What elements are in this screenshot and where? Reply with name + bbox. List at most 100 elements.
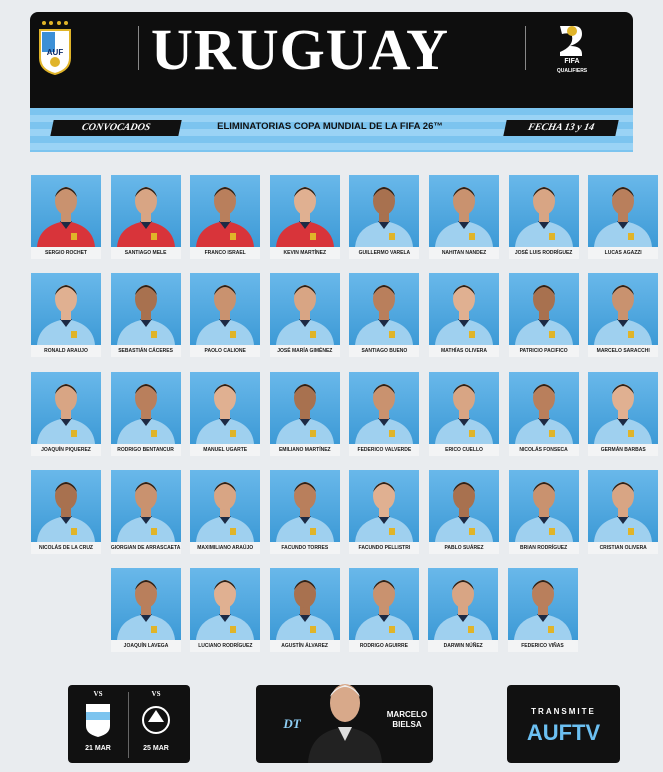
player-figure bbox=[37, 187, 95, 247]
player-card: RODRIGO AGUIRRE bbox=[348, 568, 419, 653]
player-name: MATHÍAS OLIVERA bbox=[429, 345, 499, 358]
player-figure bbox=[355, 481, 414, 542]
player-name: SANTIAGO MELE bbox=[110, 247, 181, 259]
player-photo bbox=[111, 568, 181, 641]
player-figure bbox=[355, 187, 414, 247]
badge-label: FIFA bbox=[564, 58, 580, 65]
broadcast-label: TRANSMITE bbox=[531, 707, 596, 716]
badge-subtitle: QUALIFIERS bbox=[556, 68, 588, 74]
separator bbox=[525, 26, 526, 70]
player-name: SANTIAGO BUENO bbox=[349, 345, 420, 358]
player-figure bbox=[116, 285, 175, 346]
player-figure bbox=[594, 285, 653, 346]
player-figure bbox=[435, 383, 493, 444]
fixture-vs: VS bbox=[93, 690, 103, 698]
player-card: BRIAN RODRÍGUEZ bbox=[508, 469, 579, 554]
player-photo bbox=[508, 469, 579, 542]
player-card: PABLO SUÁREZ bbox=[429, 469, 499, 554]
player-name: GIORGIAN DE ARRASCAETA bbox=[110, 541, 181, 554]
qualifiers-badge bbox=[560, 26, 582, 56]
player-card: AGUSTÍN ÁLVAREZ bbox=[269, 568, 340, 653]
player-photo bbox=[588, 371, 659, 444]
player-photo bbox=[507, 568, 578, 641]
player-name: FEDERICO VALVERDE bbox=[349, 443, 420, 456]
player-card: FEDERICO VALVERDE bbox=[349, 371, 420, 456]
player-photo bbox=[31, 469, 101, 542]
player-name: RODRIGO BENTANCUR bbox=[110, 443, 181, 456]
player-card: MAXIMILIANO ARAÚJO bbox=[190, 469, 261, 554]
header bbox=[30, 12, 633, 108]
player-name: PATRICIO PACIFICO bbox=[508, 345, 579, 358]
broadcast-channel: AUFTV bbox=[526, 720, 601, 745]
player-photo bbox=[31, 273, 101, 346]
player-photo bbox=[110, 371, 181, 444]
player-name: FEDERICO VIÑAS bbox=[507, 640, 578, 653]
player-figure bbox=[196, 580, 255, 641]
player-figure bbox=[275, 481, 334, 542]
player-card: SERGIO ROCHET bbox=[31, 175, 101, 259]
player-figure bbox=[514, 285, 573, 346]
player-name: EMILIANO MARTÍNEZ bbox=[269, 443, 340, 456]
player-figure bbox=[196, 187, 255, 247]
player-name: AGUSTÍN ÁLVAREZ bbox=[269, 640, 340, 653]
player-name: GUILLERMO VARELA bbox=[349, 247, 420, 259]
player-name: NICOLÁS DE LA CRUZ bbox=[31, 541, 101, 554]
player-name: FRANCO ISRAEL bbox=[190, 247, 261, 259]
player-photo bbox=[190, 371, 261, 444]
player-figure bbox=[513, 580, 572, 641]
player-card: FACUNDO PELLISTRI bbox=[349, 469, 420, 554]
player-name: JOAQUÍN LAVEGA bbox=[111, 640, 181, 653]
player-card: GUILLERMO VARELA bbox=[349, 175, 420, 259]
player-photo bbox=[429, 175, 499, 247]
player-photo bbox=[588, 273, 659, 346]
player-photo bbox=[349, 469, 420, 542]
player-figure bbox=[594, 383, 653, 444]
player-name: GERMÁN BARBAS bbox=[588, 443, 659, 456]
player-photo bbox=[429, 273, 499, 346]
player-photo bbox=[190, 568, 261, 641]
broadcast-box bbox=[507, 685, 620, 763]
player-card: GERMÁN BARBAS bbox=[588, 371, 659, 456]
player-card: LUCAS AGAZZI bbox=[588, 175, 659, 259]
player-card: MANUEL UGARTE bbox=[190, 371, 261, 456]
player-name: LUCAS AGAZZI bbox=[588, 247, 659, 259]
player-card: DARWIN NÚÑEZ bbox=[428, 568, 499, 653]
player-figure bbox=[435, 285, 493, 346]
player-card: JOSÉ MARÍA GIMÉNEZ bbox=[269, 273, 340, 358]
player-photo bbox=[269, 175, 340, 247]
player-figure bbox=[275, 383, 334, 444]
player-name: MARCELO SARACCHI bbox=[588, 345, 659, 358]
player-figure bbox=[37, 383, 95, 444]
player-photo bbox=[190, 175, 261, 247]
crest bbox=[39, 21, 71, 76]
player-figure bbox=[514, 383, 573, 444]
player-figure bbox=[514, 187, 573, 247]
player-name: SERGIO ROCHET bbox=[31, 247, 101, 259]
player-photo bbox=[349, 371, 420, 444]
player-photo bbox=[269, 273, 340, 346]
player-name: JOAQUÍN PIQUEREZ bbox=[31, 443, 101, 456]
coach-name: MARCELO BIELSA bbox=[386, 710, 428, 729]
player-photo bbox=[429, 371, 499, 444]
fixture-date: 21 MAR bbox=[85, 745, 111, 752]
player-card: PATRICIO PACIFICO bbox=[508, 273, 579, 358]
player-photo bbox=[508, 175, 579, 247]
player-card: MATHÍAS OLIVERA bbox=[429, 273, 499, 358]
player-name: MAXIMILIANO ARAÚJO bbox=[190, 541, 261, 554]
player-photo bbox=[588, 469, 659, 542]
player-name: RODRIGO AGUIRRE bbox=[348, 640, 419, 653]
player-card: NICOLÁS DE LA CRUZ bbox=[31, 469, 101, 554]
player-figure bbox=[355, 383, 414, 444]
crest-label: AUF bbox=[46, 48, 64, 57]
coach-role: DT bbox=[283, 716, 301, 731]
player-photo bbox=[349, 273, 420, 346]
player-card: LUCIANO RODRÍGUEZ bbox=[190, 568, 261, 653]
fixture-vs: VS bbox=[151, 690, 161, 698]
player-name: FACUNDO TORRES bbox=[269, 541, 340, 554]
player-figure bbox=[116, 187, 175, 247]
player-card: MARCELO SARACCHI bbox=[588, 273, 659, 358]
player-figure bbox=[275, 187, 334, 247]
player-name: KEVIN MARTÍNEZ bbox=[269, 247, 340, 259]
player-name: RONALD ARAUJO bbox=[31, 345, 101, 358]
